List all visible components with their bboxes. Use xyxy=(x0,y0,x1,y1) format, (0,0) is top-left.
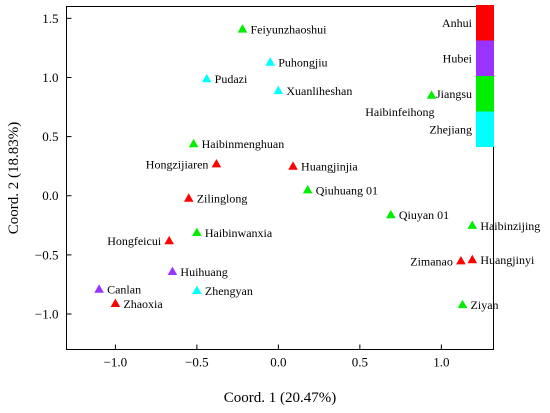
x-tick-label: 0.5 xyxy=(352,355,368,370)
data-point-label: Huangjinyi xyxy=(480,253,535,267)
data-point-label: Xuanliheshan xyxy=(286,84,352,98)
data-point-marker xyxy=(164,235,174,245)
data-points: Hongzijiaren Huangjinjia Zilinglong Hongfei… xyxy=(94,22,540,312)
data-point-marker xyxy=(457,299,468,309)
data-point-label: Zhengyan xyxy=(205,284,253,298)
data-point-label: Hongzijiaren xyxy=(146,157,209,171)
data-point-marker xyxy=(237,24,248,33)
x-tick-label: 0.0 xyxy=(270,355,286,370)
legend-entry-label: Anhui xyxy=(442,16,473,30)
data-point-marker xyxy=(273,85,284,95)
legend-color-swatch xyxy=(476,111,494,147)
data-point-label: Zhaoxia xyxy=(123,297,163,311)
legend-entry-label: Jiangsu xyxy=(436,87,472,101)
data-point-marker xyxy=(386,209,396,219)
data-point-label: Feiyunzhaoshui xyxy=(251,22,328,36)
y-axis-ticks: 1.5 1.0 0.5 0.0 −0.5 −1.0 xyxy=(35,11,72,322)
data-point-label: Huangjinjia xyxy=(301,160,358,174)
data-point-label: Pudazi xyxy=(215,72,248,86)
plot-frame xyxy=(66,6,494,350)
legend-color-swatch xyxy=(476,40,494,76)
data-point-label: Qiuyan 01 xyxy=(399,208,449,222)
data-point-marker xyxy=(201,73,212,83)
data-point-marker xyxy=(183,193,194,202)
data-point-marker xyxy=(467,220,478,229)
data-point-label: Haibinwanxia xyxy=(205,226,273,240)
data-point-label: Qiuhuang 01 xyxy=(316,183,378,197)
plot-axes xyxy=(66,6,494,350)
legend: Anhui Hubei Jiangsu Zhejiang xyxy=(429,5,494,147)
data-point-marker xyxy=(167,266,178,276)
x-tick-label: −1.0 xyxy=(104,355,128,370)
y-tick-label: 0.0 xyxy=(42,188,58,203)
y-tick-label: 1.0 xyxy=(42,70,58,85)
x-axis-ticks: −1.0 −0.5 0.0 0.5 1.0 xyxy=(104,344,449,370)
data-point-marker xyxy=(302,185,313,194)
data-point-marker xyxy=(456,255,466,265)
legend-entry-label: Zhejiang xyxy=(429,122,472,136)
data-point-marker xyxy=(265,57,276,66)
data-point-marker xyxy=(467,254,478,264)
data-point-label: Haibinmenghuan xyxy=(202,137,285,151)
data-point-marker xyxy=(288,161,298,170)
legend-entry-label: Hubei xyxy=(443,51,473,65)
y-tick-label: 1.5 xyxy=(42,11,58,26)
data-point-label: Hongfeicui xyxy=(107,234,162,248)
data-point-label: Puhongjiu xyxy=(278,56,327,70)
x-tick-label: 1.0 xyxy=(433,355,449,370)
data-point-label: Canlan xyxy=(107,283,141,297)
legend-color-swatch xyxy=(476,5,494,41)
data-point-marker xyxy=(110,298,121,307)
data-point-marker xyxy=(192,227,202,237)
y-tick-label: 0.5 xyxy=(42,129,58,144)
y-tick-label: −0.5 xyxy=(35,247,59,262)
data-point-marker xyxy=(192,285,202,294)
data-point-marker xyxy=(426,90,437,99)
data-point-label: Zimanao xyxy=(410,254,453,268)
data-point-marker xyxy=(211,159,222,168)
x-axis-label: Coord. 1 (20.47%) xyxy=(224,390,337,406)
data-point-label: Haibinzijing xyxy=(480,219,540,233)
data-point-label: Huihuang xyxy=(180,265,227,279)
y-tick-label: −1.0 xyxy=(35,307,59,322)
data-point-label: Ziyan xyxy=(471,298,499,312)
data-point-marker xyxy=(188,138,199,148)
data-point-marker xyxy=(94,284,104,293)
data-point-label: Haibinfeihong xyxy=(365,105,434,119)
y-axis-label: Coord. 2 (18.83%) xyxy=(6,122,22,235)
x-tick-label: −0.5 xyxy=(185,355,209,370)
legend-color-swatch xyxy=(476,76,494,112)
data-point-label: Zilinglong xyxy=(197,192,248,206)
